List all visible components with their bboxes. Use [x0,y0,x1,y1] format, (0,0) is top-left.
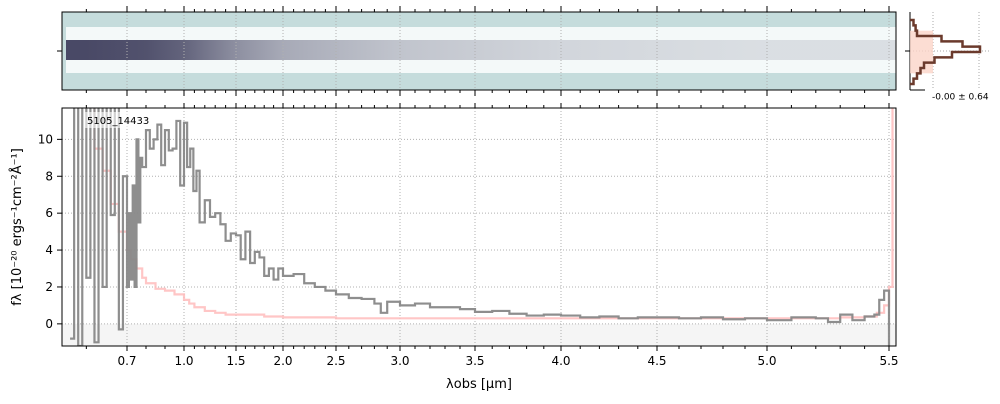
y-tick-label: 0 [45,317,53,331]
hist-bars [910,18,982,86]
x-tick-label: 1.5 [226,354,245,368]
x-tick-label: 0.7 [117,354,136,368]
object-label: 5105_14433 [87,116,149,127]
x-tick-label: 2.0 [273,354,292,368]
negative-region-shade [62,323,896,346]
x-tick-label: 4.0 [551,354,570,368]
flux-line [70,108,891,346]
x-tick-label: 3.0 [390,354,409,368]
residual-histogram-panel: -0.00 ± 0.64 [905,12,990,103]
2d-trace [66,40,896,60]
hist-label: -0.00 ± 0.64 [932,93,989,103]
main-spectrum-panel: 0.7 1.0 1.5 2.0 2.5 3.0 3.5 4.0 4.5 5.0 5.5 0 2 4 6 8 1… [9,6,899,392]
main-frame [61,107,897,347]
x-tick-label: 5.0 [757,354,776,368]
x-tick-label: 1.0 [174,354,193,368]
x-tick-label: 3.5 [465,354,484,368]
y-tick-label: 8 [45,169,53,183]
object-label-bg [84,112,156,128]
y-tick-label: 6 [45,206,53,220]
2d-spectrum-panel [61,11,897,91]
x-axis-label: λobs [μm] [446,377,512,392]
y-tick-label: 10 [38,132,53,146]
y-axis-label: fλ [10⁻²⁰ ergs⁻¹cm⁻²Å⁻¹] [9,148,25,306]
x-tick-label: 2.5 [326,354,345,368]
x-tick-label: 5.5 [879,354,898,368]
x-tick-label: 4.5 [647,354,666,368]
y-tick-label: 2 [45,280,53,294]
y-tick-label: 4 [45,243,53,257]
